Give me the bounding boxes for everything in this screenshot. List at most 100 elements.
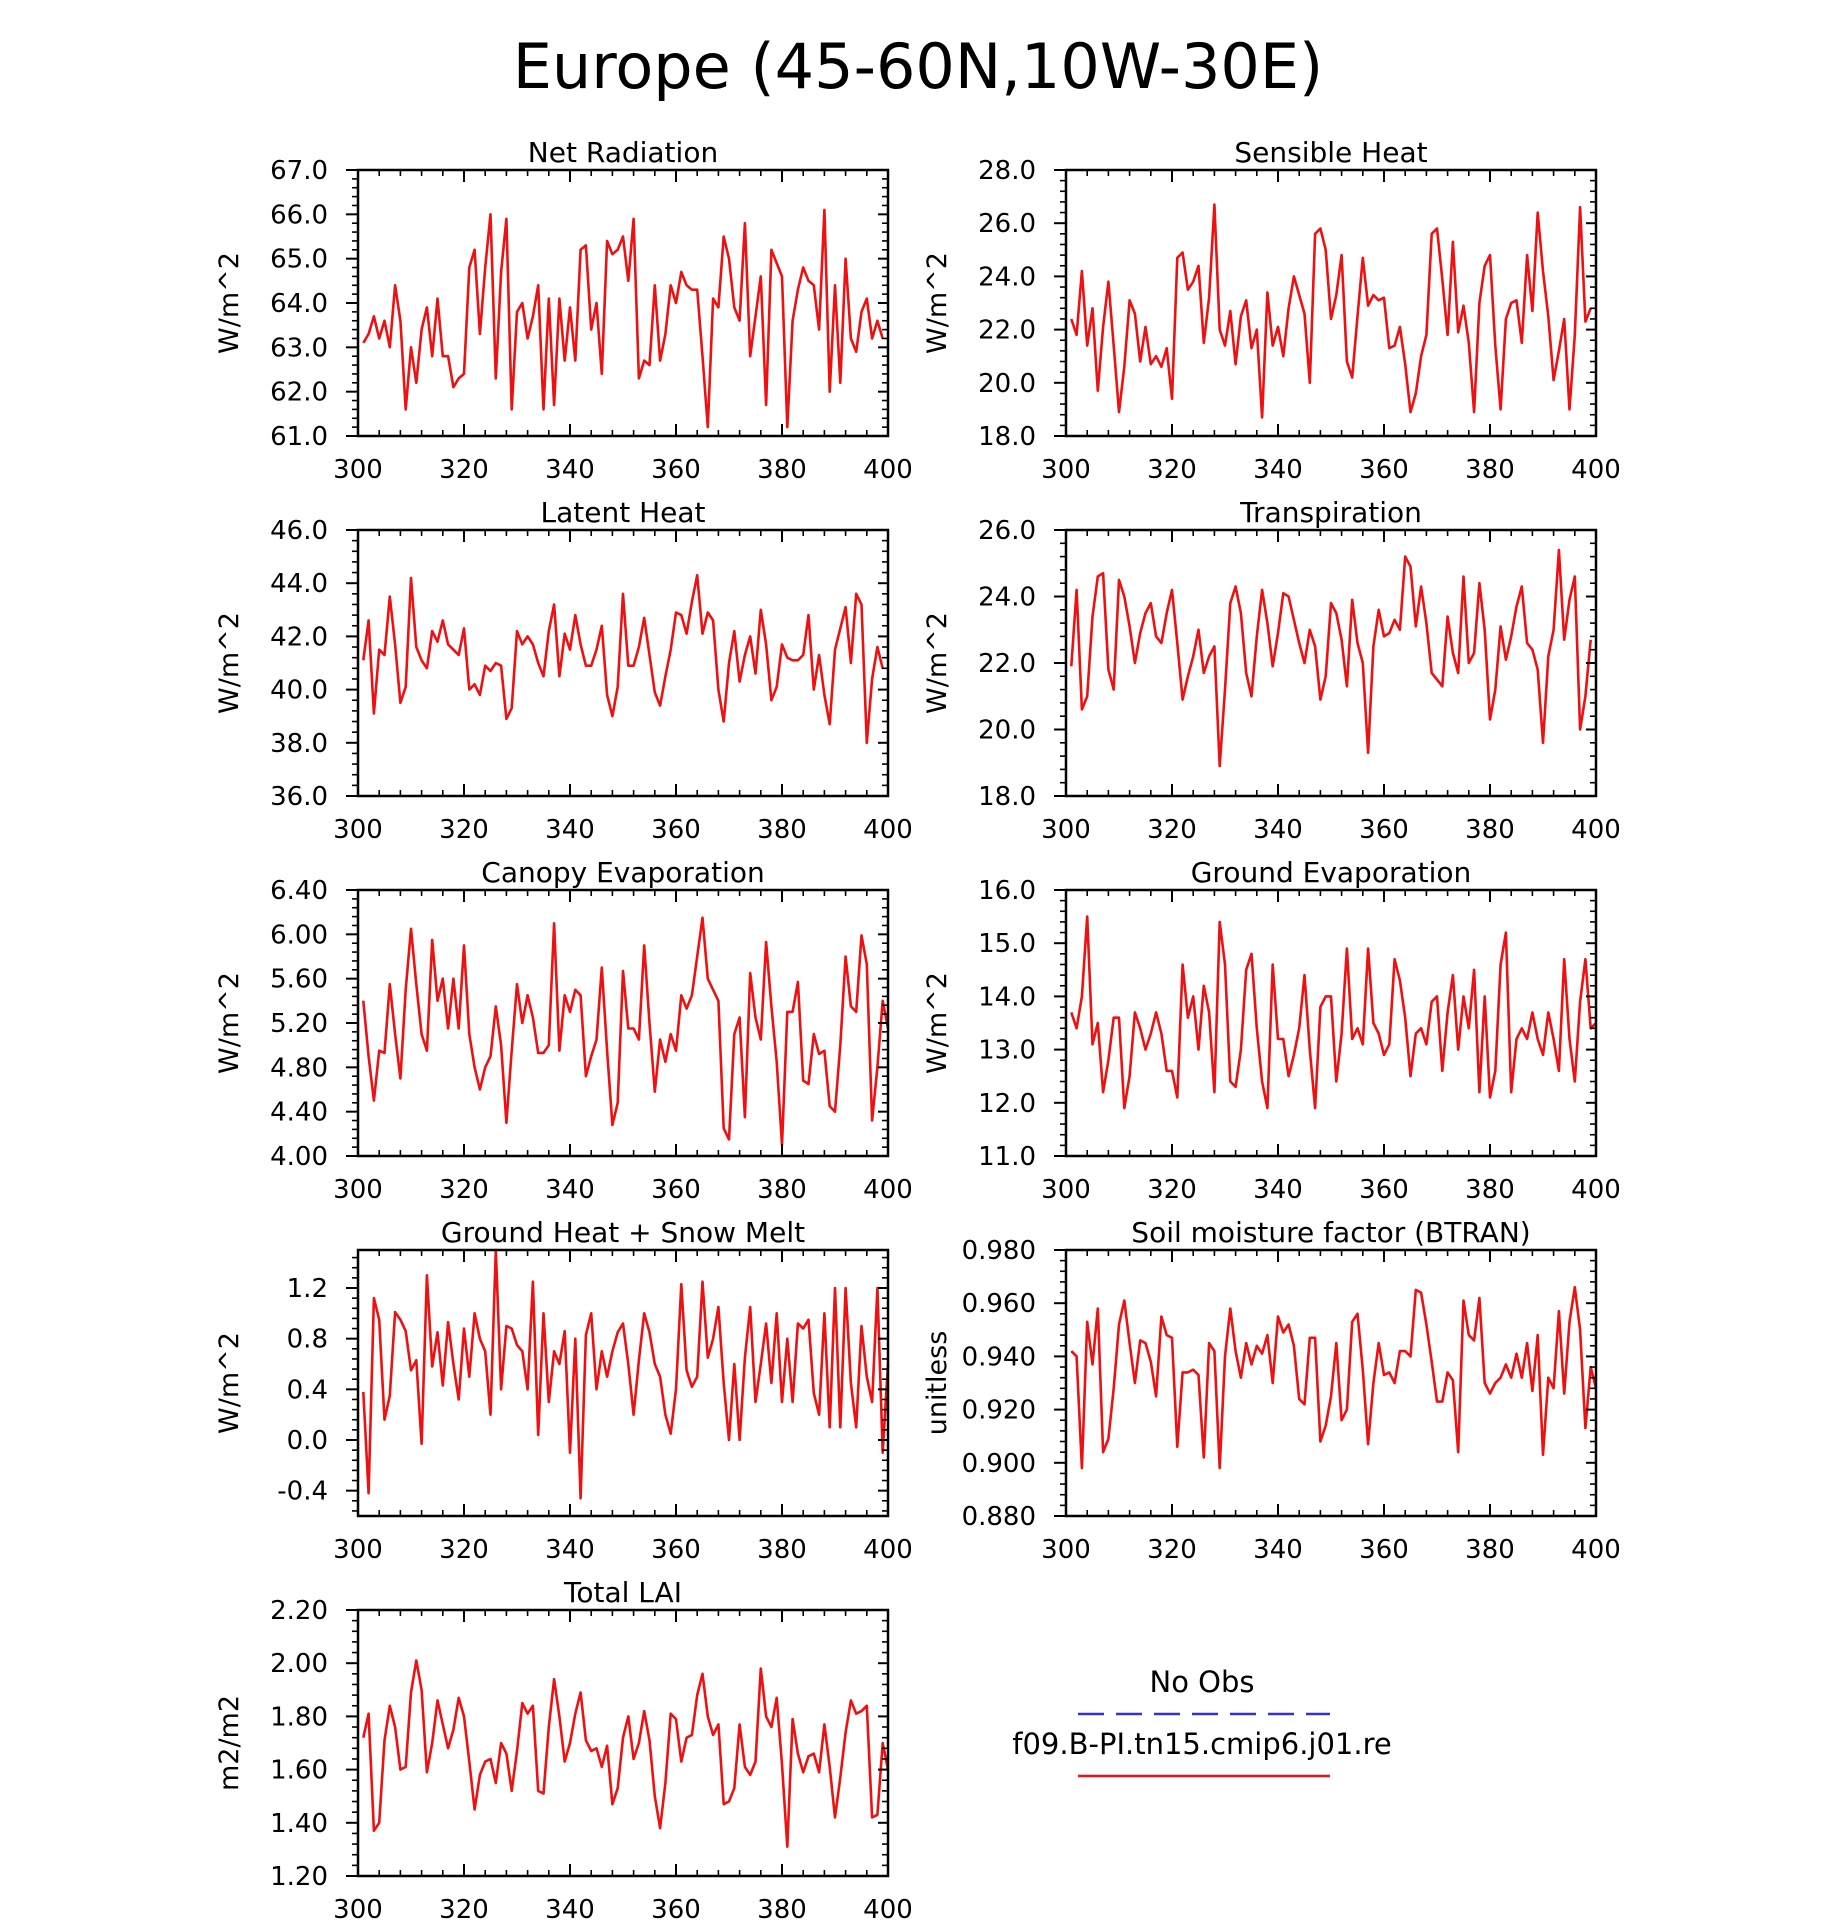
y-axis-label: W/m^2 [922,252,953,354]
series-line [1070,548,1592,768]
y-tick-label: 24.0 [978,262,1036,292]
y-tick-label: 44.0 [270,569,328,599]
y-tick-label: 0.4 [287,1375,328,1405]
plot-frame [1064,1248,1598,1518]
x-tick-label: 340 [1253,1535,1303,1565]
x-tick-label: 340 [1253,1175,1303,1205]
panels: 300 320 340 360 380 400 61.0 62.0 63.0 64.0 65.0 66… [214,136,1621,1925]
x-tick-label: 380 [1465,455,1515,485]
x-tick-label: 360 [1359,455,1409,485]
y-tick-label: 38.0 [270,729,328,759]
x-tick-label: 380 [1465,1535,1515,1565]
x-tick-label: 320 [439,455,489,485]
y-tick-label: 22.0 [978,316,1036,346]
y-tick-label: 0.920 [962,1396,1036,1426]
x-tick-label: 400 [1571,815,1621,845]
y-tick-label: 2.20 [270,1596,328,1626]
x-tick-label: 360 [1359,1535,1409,1565]
series-line [1070,203,1592,419]
y-tick-label: 22.0 [978,649,1036,679]
y-tick-label: 2.00 [270,1649,328,1679]
x-tick-label: 320 [439,1535,489,1565]
panel-4: 300 320 340 360 380 400 18.0 20.0 22.0 24.0 26.0 Tr… [922,496,1621,845]
x-tick-label: 400 [863,1535,913,1565]
x-tick-label: 340 [1253,815,1303,845]
y-tick-label: 1.2 [287,1274,328,1304]
plot-frame [356,1608,890,1878]
y-tick-label: 0.0 [287,1426,328,1456]
figure-title: Europe (45-60N,10W-30E) [513,30,1323,103]
panel-7: 300 320 340 360 380 400 -0.4 0.0 0.4 0.8 1.2 Ground… [214,1216,913,1565]
panel-6: 300 320 340 360 380 400 11.0 12.0 13.0 14.0 15.0 16… [922,856,1621,1205]
legend: No Obs f09.B-PI.tn15.cmip6.j01.re [1012,1665,1392,1778]
panel-title: Transpiration [1239,496,1422,529]
y-tick-label: 4.00 [270,1142,328,1172]
panel-title: Total LAI [563,1576,682,1609]
x-tick-label: 360 [651,1895,701,1925]
panel-3: 300 320 340 360 380 400 36.0 38.0 40.0 42.0 44.0 46… [214,496,913,845]
x-tick-label: 400 [863,1175,913,1205]
series-line [362,916,890,1147]
y-tick-label: 28.0 [978,156,1036,186]
y-tick-label: 26.0 [978,209,1036,239]
y-tick-label: 18.0 [978,422,1036,452]
y-axis-label: W/m^2 [214,252,245,354]
y-tick-label: 67.0 [270,156,328,186]
x-tick-label: 340 [545,815,595,845]
panel-title: Canopy Evaporation [481,856,764,889]
y-tick-label: 40.0 [270,676,328,706]
x-tick-label: 340 [1253,455,1303,485]
legend-obs-label: No Obs [1150,1665,1255,1699]
x-tick-label: 380 [757,815,807,845]
y-tick-label: 0.8 [287,1325,328,1355]
series-line [362,573,884,745]
x-tick-label: 300 [333,1535,383,1565]
plot-frame [1064,888,1598,1158]
y-tick-label: 46.0 [270,516,328,546]
y-tick-label: 0.880 [962,1502,1036,1532]
y-tick-label: 24.0 [978,583,1036,613]
x-tick-label: 320 [1147,815,1197,845]
y-tick-label: 20.0 [978,716,1036,746]
panel-title: Net Radiation [528,136,718,169]
x-tick-label: 320 [439,1895,489,1925]
y-tick-label: 4.40 [270,1098,328,1128]
x-tick-label: 300 [1041,1535,1091,1565]
y-tick-label: 4.80 [270,1053,328,1083]
x-tick-label: 320 [439,815,489,845]
series-line [362,1248,890,1500]
x-tick-label: 360 [651,455,701,485]
x-tick-label: 360 [651,1175,701,1205]
series-line [362,1659,890,1848]
x-tick-label: 300 [1041,815,1091,845]
plot-frame [1064,168,1598,438]
x-tick-label: 340 [545,1175,595,1205]
panel-title: Ground Heat + Snow Melt [441,1216,805,1249]
panel-2: 300 320 340 360 380 400 18.0 20.0 22.0 24.0 26.0 28… [922,136,1621,485]
x-tick-label: 340 [545,455,595,485]
y-tick-label: 11.0 [978,1142,1036,1172]
y-tick-label: -0.4 [277,1477,328,1507]
panel-5: 300 320 340 360 380 400 4.00 4.40 4.80 5.20 5.60 6.… [214,856,913,1205]
y-tick-label: 18.0 [978,782,1036,812]
y-axis-label: unitless [922,1331,953,1436]
plot-frame [356,528,890,798]
x-tick-label: 400 [1571,455,1621,485]
x-tick-label: 300 [1041,1175,1091,1205]
x-tick-label: 360 [1359,1175,1409,1205]
y-tick-label: 16.0 [978,876,1036,906]
series-line [362,208,884,429]
y-tick-label: 0.960 [962,1289,1036,1319]
x-tick-label: 380 [1465,1175,1515,1205]
x-tick-label: 300 [333,815,383,845]
y-tick-label: 0.900 [962,1449,1036,1479]
x-tick-label: 320 [1147,1535,1197,1565]
y-tick-label: 14.0 [978,982,1036,1012]
y-tick-label: 12.0 [978,1089,1036,1119]
panel-title: Sensible Heat [1234,136,1427,169]
y-tick-label: 5.20 [270,1009,328,1039]
x-tick-label: 300 [1041,455,1091,485]
y-axis-label: W/m^2 [922,612,953,714]
y-axis-label: W/m^2 [922,972,953,1074]
